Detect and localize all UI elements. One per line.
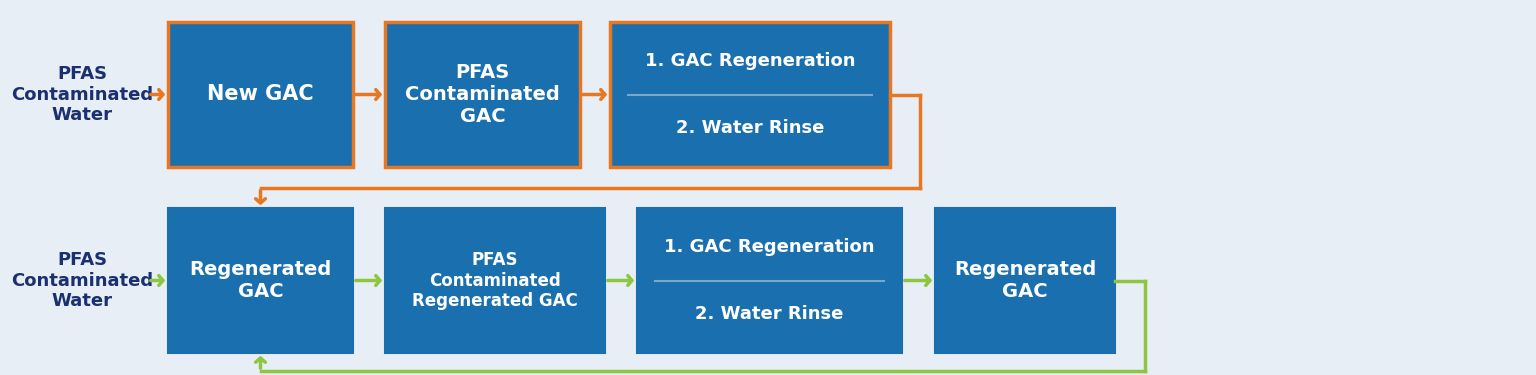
- Text: Regenerated
GAC: Regenerated GAC: [189, 260, 332, 301]
- FancyBboxPatch shape: [637, 208, 902, 353]
- FancyBboxPatch shape: [386, 22, 581, 167]
- Text: PFAS
Contaminated
Water: PFAS Contaminated Water: [11, 251, 154, 310]
- FancyBboxPatch shape: [935, 208, 1115, 353]
- FancyBboxPatch shape: [386, 208, 605, 353]
- FancyBboxPatch shape: [167, 208, 353, 353]
- FancyBboxPatch shape: [167, 22, 353, 167]
- Text: Regenerated
GAC: Regenerated GAC: [954, 260, 1097, 301]
- Text: 1. GAC Regeneration: 1. GAC Regeneration: [645, 52, 856, 70]
- FancyBboxPatch shape: [610, 22, 889, 167]
- Text: PFAS
Contaminated
GAC: PFAS Contaminated GAC: [406, 63, 561, 126]
- Text: 2. Water Rinse: 2. Water Rinse: [696, 305, 843, 323]
- Text: New GAC: New GAC: [207, 84, 313, 105]
- Text: 2. Water Rinse: 2. Water Rinse: [676, 119, 825, 137]
- Text: PFAS
Contaminated
Regenerated GAC: PFAS Contaminated Regenerated GAC: [412, 251, 578, 310]
- Text: 1. GAC Regeneration: 1. GAC Regeneration: [664, 238, 874, 256]
- Text: PFAS
Contaminated
Water: PFAS Contaminated Water: [11, 65, 154, 124]
